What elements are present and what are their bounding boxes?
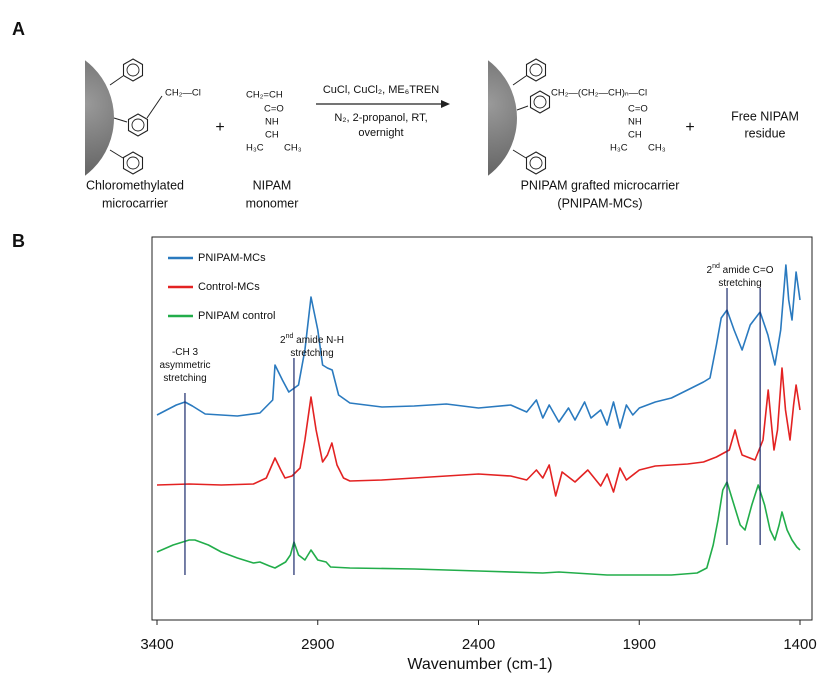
chem-group: CH₃ bbox=[284, 143, 302, 154]
caption: Chloromethylated bbox=[86, 178, 184, 192]
chem-group: CH₂=CH bbox=[246, 90, 283, 101]
annotation-text: 2nd amide N-H bbox=[280, 333, 344, 345]
plus: + bbox=[685, 119, 694, 136]
spectrum-line bbox=[156, 481, 801, 576]
product-microcarrier bbox=[488, 58, 551, 176]
legend-label: Control-MCs bbox=[198, 281, 260, 293]
chem-group: H₃C bbox=[246, 143, 264, 154]
spectrum-line bbox=[156, 367, 801, 497]
annotation-text: asymmetric bbox=[159, 360, 210, 371]
x-tick-label: 3400 bbox=[140, 636, 173, 653]
legend-label: PNIPAM control bbox=[198, 310, 275, 322]
chem-group: CH₂—(CH₂—CH)ₙ—Cl bbox=[551, 88, 647, 99]
plus: + bbox=[215, 119, 224, 136]
caption: NIPAM bbox=[253, 178, 292, 192]
x-axis-label: Wavenumber (cm-1) bbox=[407, 656, 552, 673]
conditions: overnight bbox=[358, 127, 403, 139]
chem-group: CH₂—Cl bbox=[165, 88, 201, 99]
annotation-part: asymmetric bbox=[159, 360, 210, 371]
annotation-part: nd bbox=[712, 263, 720, 270]
annotation-part: stretching bbox=[290, 348, 333, 359]
x-tick-label: 1400 bbox=[783, 636, 816, 653]
annotation-text: 2nd amide C=O bbox=[707, 263, 774, 275]
panel-label: B bbox=[12, 231, 25, 251]
caption: monomer bbox=[246, 196, 299, 210]
caption: (PNIPAM-MCs) bbox=[557, 196, 642, 210]
annotation-part: amide C=O bbox=[720, 265, 774, 276]
plot-frame bbox=[151, 236, 813, 621]
residue-label: Free NIPAM bbox=[731, 109, 799, 123]
conditions: N₂, 2-propanol, RT, bbox=[334, 112, 427, 124]
conditions: CuCl, CuCl₂, ME₆TREN bbox=[323, 84, 439, 96]
annotation-text: stretching bbox=[290, 348, 333, 359]
annotation-part: amide N-H bbox=[293, 335, 344, 346]
chem-group: C=O bbox=[264, 104, 284, 115]
arrow-head bbox=[441, 100, 450, 108]
chem-group: CH₃ bbox=[648, 143, 666, 154]
x-tick-label: 2400 bbox=[462, 636, 495, 653]
caption: PNIPAM grafted microcarrier bbox=[521, 178, 680, 192]
spectrum-line bbox=[156, 264, 801, 429]
chem-group: NH bbox=[628, 117, 642, 128]
caption: microcarrier bbox=[102, 196, 168, 210]
annotation-part: 2 bbox=[707, 265, 713, 276]
chem-group: NH bbox=[265, 117, 279, 128]
chem-group: C=O bbox=[628, 104, 648, 115]
chem-group: H₃C bbox=[610, 143, 628, 154]
legend-label: PNIPAM-MCs bbox=[198, 252, 266, 264]
x-tick-label: 1900 bbox=[623, 636, 656, 653]
annotation-part: stretching bbox=[718, 278, 761, 289]
annotation-part: -CH 3 bbox=[172, 347, 199, 358]
annotation-part: nd bbox=[286, 333, 294, 340]
annotation-part: 2 bbox=[280, 335, 286, 346]
x-tick-label: 2900 bbox=[301, 636, 334, 653]
annotation-text: stretching bbox=[718, 278, 761, 289]
panel-label: A bbox=[12, 19, 25, 39]
chem-group: CH bbox=[628, 130, 642, 141]
residue-label: residue bbox=[745, 126, 786, 140]
annotation-part: stretching bbox=[163, 373, 206, 384]
chem-group: CH bbox=[265, 130, 279, 141]
annotation-text: -CH 3 bbox=[172, 347, 199, 358]
microcarrier bbox=[85, 58, 163, 176]
annotation-text: stretching bbox=[163, 373, 206, 384]
